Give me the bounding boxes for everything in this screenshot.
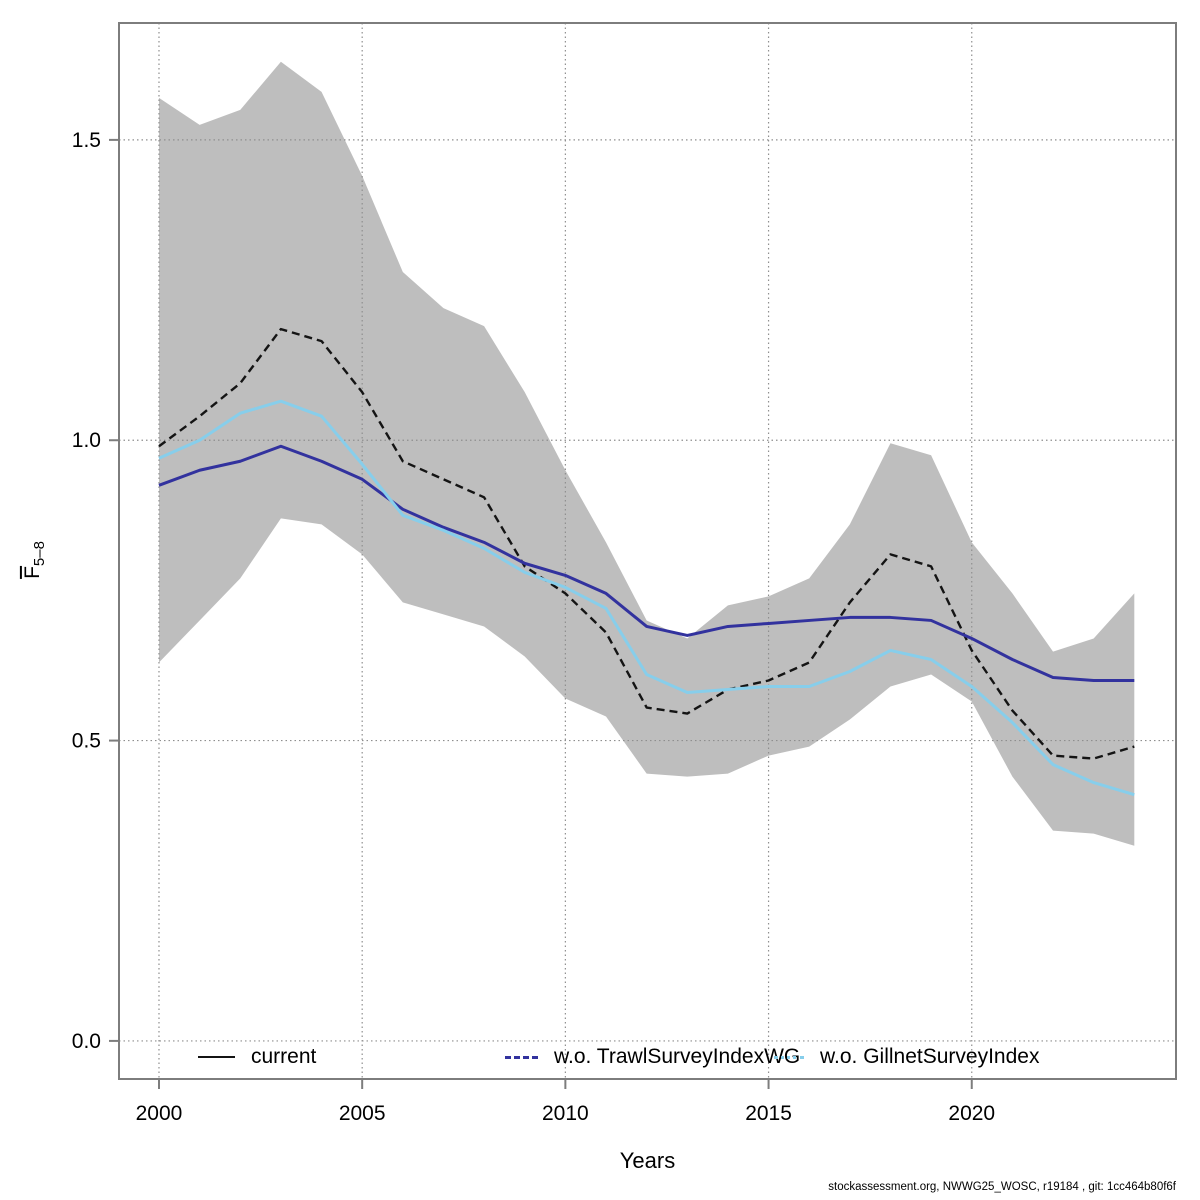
x-tick-label: 2000 [136, 1102, 183, 1125]
y-tick-label: 1.0 [72, 429, 101, 452]
y-tick-label: 0.5 [72, 730, 101, 753]
legend-item-current: current [198, 1044, 316, 1070]
x-axis-label: Years [619, 1148, 676, 1173]
attribution-footer: stockassessment.org, NWWG25_WOSC, r19184… [828, 1181, 1176, 1193]
f-subscript: 5–8 [31, 541, 49, 567]
x-tick-label: 2015 [745, 1102, 792, 1125]
x-tick-label: 2010 [542, 1102, 589, 1125]
series-line-2 [158, 399, 1135, 797]
x-tick-label: 2020 [948, 1102, 995, 1125]
legend-label-wo-gillnetsurveyindex: w.o. GillnetSurveyIndex [820, 1045, 1040, 1068]
series-line-1 [158, 444, 1135, 683]
legend-line-sample-current [198, 1056, 235, 1058]
series-line-0 [158, 327, 1135, 760]
legend-label-wo-trawlsurveyindexwg: w.o. TrawlSurveyIndexWG [554, 1045, 801, 1068]
plot-frame [118, 22, 1177, 1080]
legend-item-wo-gillnetsurveyindex: w.o. GillnetSurveyIndex [774, 1044, 1039, 1070]
legend-line-sample-wo-trawlsurveyindexwg [505, 1055, 538, 1059]
legend-line-sample-wo-gillnetsurveyindex [774, 1055, 804, 1059]
f-bar-symbol: F [19, 566, 44, 579]
legend-item-wo-trawlsurveyindexwg: w.o. TrawlSurveyIndexWG [505, 1044, 800, 1070]
legend-label-current: current [251, 1045, 317, 1068]
y-axis-label: F5–8 [19, 541, 49, 579]
y-tick-label: 0.0 [72, 1030, 101, 1053]
x-tick-label: 2005 [339, 1102, 386, 1125]
y-tick-label: 1.5 [72, 129, 101, 152]
